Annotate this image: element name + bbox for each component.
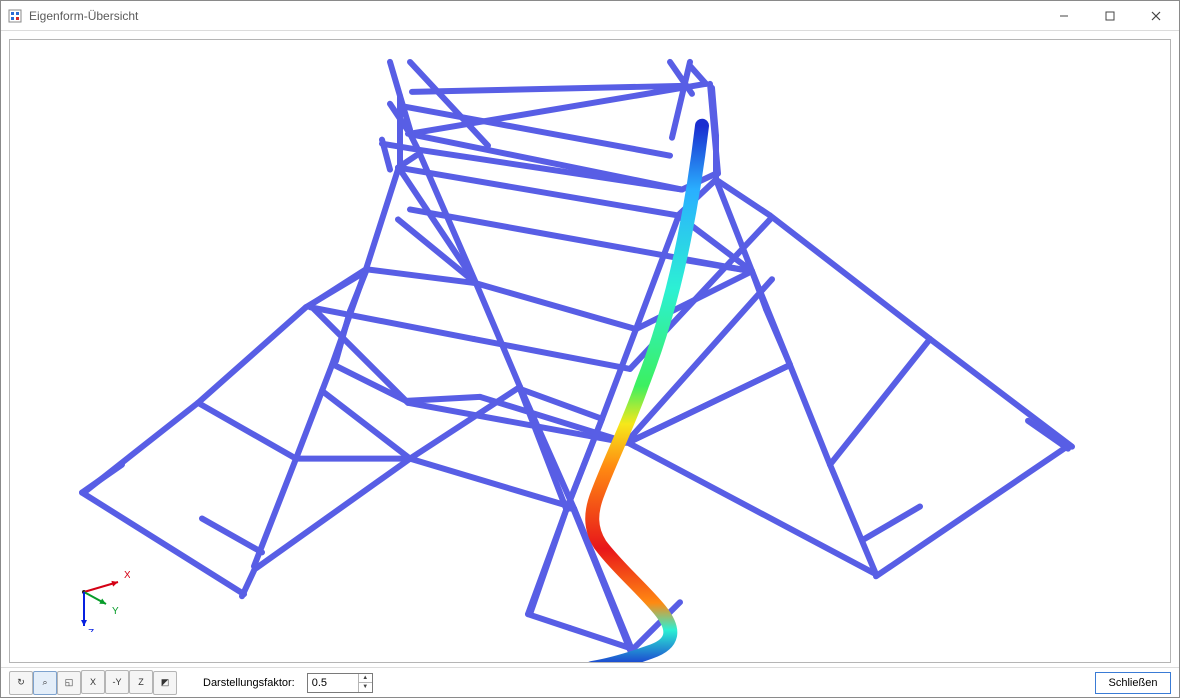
- tool-view-x[interactable]: X: [81, 670, 105, 694]
- display-factor-label: Darstellungsfaktor:: [203, 677, 295, 689]
- display-factor-spinbox[interactable]: ▲ ▼: [307, 673, 373, 693]
- structure-render: [10, 40, 1170, 662]
- maximize-button[interactable]: [1087, 1, 1133, 30]
- spin-down-icon[interactable]: ▼: [359, 683, 372, 692]
- window-controls: [1041, 1, 1179, 30]
- model-viewport[interactable]: XYZ: [9, 39, 1171, 663]
- close-button[interactable]: Schließen: [1095, 672, 1171, 694]
- app-icon: [7, 8, 23, 24]
- close-window-button[interactable]: [1133, 1, 1179, 30]
- minimize-button[interactable]: [1041, 1, 1087, 30]
- tool-view-iso[interactable]: ◩: [153, 671, 177, 695]
- tool-rotate-view[interactable]: ↻: [9, 671, 33, 695]
- window-titlebar: Eigenform-Übersicht: [1, 1, 1179, 31]
- display-factor-input[interactable]: [308, 674, 358, 692]
- bottom-toolbar: ↻⌕◱X-YZ◩ Darstellungsfaktor: ▲ ▼ Schließ…: [1, 667, 1179, 697]
- tool-zoom-window[interactable]: ⌕: [33, 671, 57, 695]
- tool-view-extents[interactable]: ◱: [57, 671, 81, 695]
- window-title: Eigenform-Übersicht: [29, 9, 1041, 23]
- spin-arrows[interactable]: ▲ ▼: [358, 674, 372, 692]
- spin-up-icon[interactable]: ▲: [359, 674, 372, 684]
- tool-view-y[interactable]: -Y: [105, 670, 129, 694]
- tool-view-z[interactable]: Z: [129, 670, 153, 694]
